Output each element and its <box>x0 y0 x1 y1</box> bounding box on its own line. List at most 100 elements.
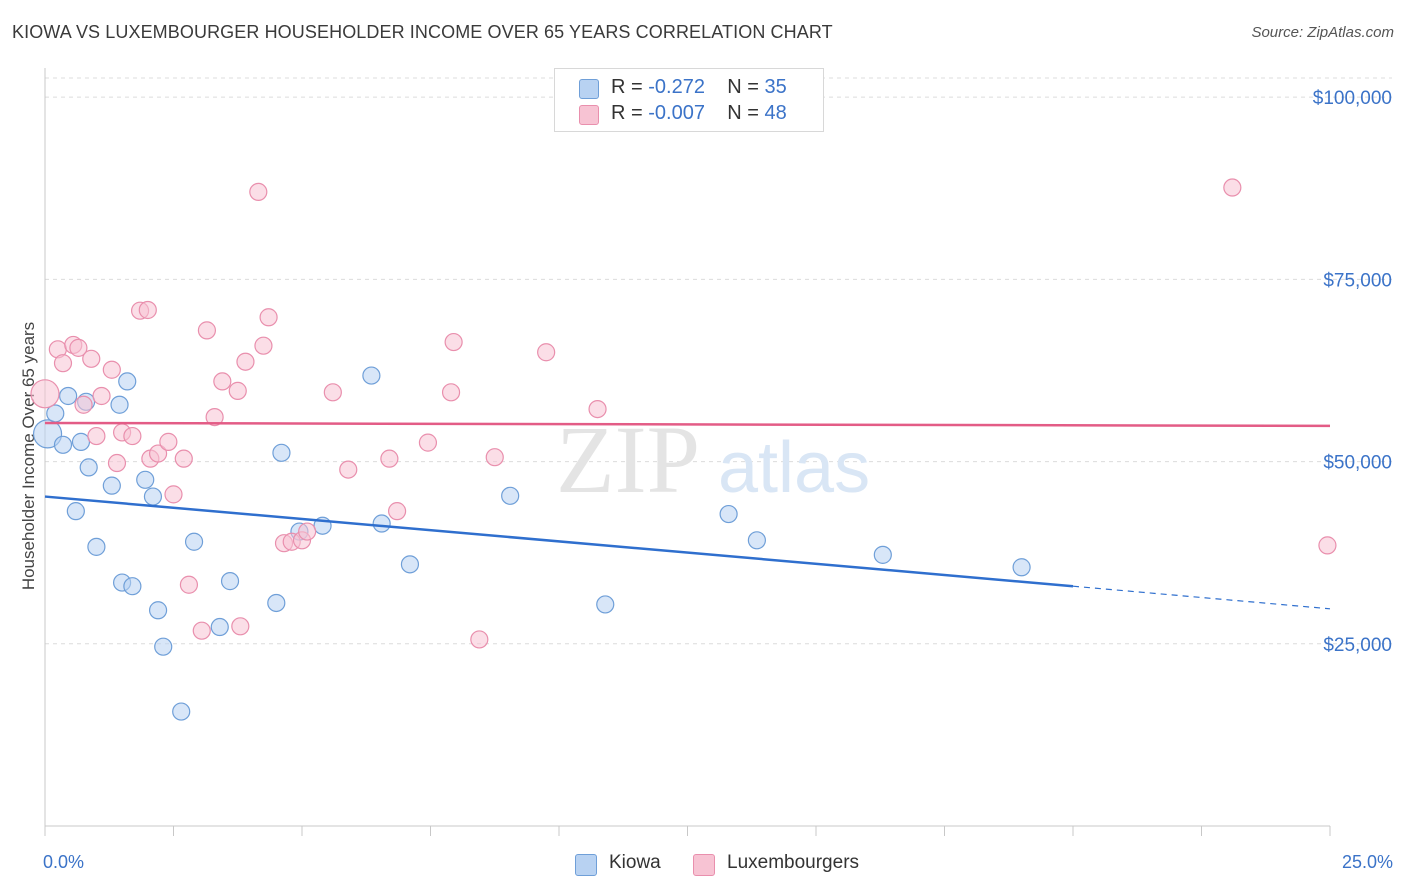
luxembourgers-point-22 <box>197 321 217 340</box>
lux-r-value: -0.007 <box>648 102 705 124</box>
lux-r-label: R = <box>611 102 643 124</box>
kiowa-point-5 <box>71 432 91 451</box>
luxembourgers-point-8 <box>92 386 111 406</box>
luxembourgers-legend-label: Luxembourgers <box>727 852 860 873</box>
kiowa-point-19 <box>184 532 204 551</box>
luxembourgers-point-43 <box>485 448 504 467</box>
kiowa-point-32 <box>747 531 766 550</box>
luxembourgers-point-36 <box>339 460 358 479</box>
luxembourgers-point-25 <box>228 381 247 400</box>
luxembourgers-point-37 <box>380 449 399 468</box>
kiowa-n-value: 35 <box>764 76 787 98</box>
chart-title: KIOWA VS LUXEMBOURGER HOUSEHOLDER INCOME… <box>12 22 833 42</box>
kiowa-point-13 <box>123 577 142 596</box>
luxembourgers-point-21 <box>192 621 211 640</box>
luxembourgers-point-47 <box>1318 536 1337 555</box>
kiowa-point-8 <box>87 537 106 556</box>
luxembourgers-point-4 <box>69 338 88 357</box>
kiowa-legend-swatch <box>575 854 597 876</box>
luxembourgers-point-29 <box>254 336 273 355</box>
luxembourgers-swatch <box>579 105 599 125</box>
y-tick-label-3: $100,000 <box>1313 88 1392 109</box>
y-axis-label: Householder Income Over 65 years <box>19 322 38 590</box>
luxembourgers-trend-line <box>44 421 1331 428</box>
luxembourgers-point-28 <box>249 182 268 202</box>
kiowa-swatch <box>579 79 599 99</box>
correlation-legend: R = -0.272 N = 35 R = -0.007 N = 48 <box>554 68 824 132</box>
kiowa-point-15 <box>143 487 163 506</box>
kiowa-point-16 <box>148 601 168 620</box>
kiowa-point-18 <box>172 702 191 721</box>
kiowa-point-30 <box>596 595 615 614</box>
luxembourgers-point-44 <box>537 343 556 362</box>
kiowa-point-22 <box>267 593 286 613</box>
y-tick-labels: $25,000 $50,000 $75,000 $100,000 <box>1313 88 1392 656</box>
y-tick-label-1: $50,000 <box>1323 453 1392 474</box>
luxembourgers-point-9 <box>102 360 121 379</box>
x-tick-labels: 0.0% 25.0% <box>43 852 1393 872</box>
kiowa-point-21 <box>220 572 240 591</box>
kiowa-r-label: R = <box>611 76 643 98</box>
lux-n-value: 48 <box>764 102 787 124</box>
luxembourgers-point-17 <box>159 432 178 451</box>
luxembourgers-point-30 <box>259 308 278 327</box>
kiowa-point-17 <box>154 637 173 656</box>
data-points <box>30 178 1337 721</box>
luxembourgers-point-23 <box>205 408 224 427</box>
luxembourgers-point-10 <box>107 453 127 473</box>
luxembourgers-point-14 <box>138 300 157 320</box>
luxembourgers-point-24 <box>213 372 232 391</box>
luxembourgers-point-27 <box>236 352 255 371</box>
luxembourgers-point-42 <box>470 630 489 649</box>
trend-lines <box>44 421 1331 610</box>
kiowa-point-2 <box>53 435 73 454</box>
luxembourgers-point-12 <box>123 426 142 446</box>
kiowa-r-value: -0.272 <box>648 76 705 98</box>
kiowa-point-20 <box>210 617 229 637</box>
x-tick-label-0: 0.0% <box>43 852 84 872</box>
kiowa-point-26 <box>362 366 381 385</box>
watermark-zip: ZIP <box>556 406 700 513</box>
watermark: ZIP atlas <box>556 406 870 513</box>
kiowa-point-9 <box>102 476 121 495</box>
kiowa-point-31 <box>719 504 738 524</box>
kiowa-point-34 <box>1012 558 1031 577</box>
kiowa-trend-extension <box>1072 585 1331 610</box>
luxembourgers-point-35 <box>323 383 342 402</box>
kiowa-point-33 <box>873 545 892 564</box>
kiowa-point-4 <box>66 502 85 521</box>
luxembourgers-point-6 <box>82 349 101 368</box>
kiowa-point-23 <box>272 443 291 462</box>
luxembourgers-point-45 <box>588 400 607 419</box>
kiowa-point-12 <box>118 372 137 391</box>
luxembourgers-point-5 <box>74 395 93 414</box>
kiowa-trend-line <box>44 495 1074 588</box>
y-tick-label-2: $75,000 <box>1323 270 1392 291</box>
luxembourgers-point-0 <box>30 379 60 409</box>
kiowa-point-28 <box>400 555 420 574</box>
luxembourgers-point-16 <box>148 444 168 463</box>
kiowa-point-29 <box>501 486 520 505</box>
luxembourgers-point-46 <box>1223 178 1242 197</box>
kiowa-point-10 <box>110 395 129 414</box>
luxembourgers-point-41 <box>444 332 463 352</box>
kiowa-point-3 <box>59 386 78 406</box>
kiowa-legend-label: Kiowa <box>609 852 661 873</box>
luxembourgers-point-20 <box>179 575 199 594</box>
luxembourgers-legend-swatch <box>693 854 715 876</box>
luxembourgers-point-26 <box>231 617 250 636</box>
luxembourgers-point-2 <box>53 354 73 373</box>
kiowa-point-27 <box>372 514 391 533</box>
kiowa-point-14 <box>136 470 155 489</box>
x-tick-label-1: 25.0% <box>1342 852 1393 872</box>
source-label: Source: ZipAtlas.com <box>1251 24 1394 41</box>
luxembourgers-point-39 <box>418 433 438 452</box>
lux-n-label: N = <box>727 102 759 124</box>
luxembourgers-point-40 <box>441 383 461 402</box>
y-tick-label-0: $25,000 <box>1323 635 1392 656</box>
luxembourgers-point-18 <box>164 485 183 504</box>
kiowa-point-7 <box>79 458 98 477</box>
watermark-atlas: atlas <box>718 428 870 508</box>
kiowa-n-label: N = <box>727 76 759 98</box>
